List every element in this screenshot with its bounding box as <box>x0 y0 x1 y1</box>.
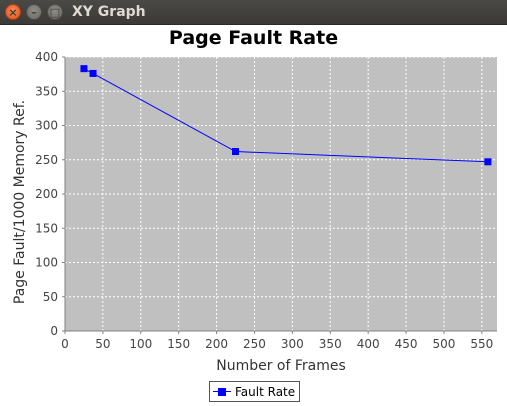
x-tick-label: 200 <box>205 337 228 351</box>
y-tick-label: 100 <box>35 256 58 270</box>
x-tick-label: 50 <box>95 337 110 351</box>
maximize-icon[interactable]: □ <box>47 4 63 20</box>
tick-labels: 0 50 100 150 200 250 300 350 400 450 500 550 0 50 100 1… <box>35 50 493 351</box>
window-titlebar[interactable]: × – □ XY Graph <box>0 0 507 25</box>
gridlines <box>65 56 497 331</box>
series-layer <box>80 65 492 166</box>
y-tick-label: 50 <box>43 290 58 304</box>
axes <box>62 56 497 334</box>
y-tick-label: 350 <box>35 84 58 98</box>
x-tick-label: 400 <box>357 337 380 351</box>
data-point-marker <box>80 65 88 73</box>
x-tick-label: 300 <box>281 337 304 351</box>
close-icon[interactable]: × <box>5 4 21 20</box>
x-tick-label: 0 <box>61 337 69 351</box>
y-tick-label: 0 <box>50 324 58 338</box>
series-line-fault-rate <box>83 68 488 163</box>
legend-label-fault-rate: Fault Rate <box>235 384 296 399</box>
y-axis-label: Page Fault/1000 Memory Ref. <box>12 100 28 304</box>
data-point-marker <box>89 69 97 77</box>
x-tick-label: 450 <box>395 337 418 351</box>
minimize-icon[interactable]: – <box>26 4 42 20</box>
x-tick-label: 350 <box>319 337 342 351</box>
chart-title: Page Fault Rate <box>168 27 339 49</box>
legend-swatch-icon <box>213 387 231 397</box>
x-axis-label: Number of Frames <box>216 358 346 374</box>
y-tick-label: 200 <box>35 187 58 201</box>
y-tick-label: 150 <box>35 221 58 235</box>
x-tick-label: 500 <box>432 337 455 351</box>
y-tick-label: 400 <box>35 50 58 64</box>
y-tick-label: 250 <box>35 153 58 167</box>
x-tick-label: 150 <box>167 337 190 351</box>
x-tick-label: 550 <box>470 337 493 351</box>
legend-marker <box>218 387 226 396</box>
window-title: XY Graph <box>72 4 146 20</box>
x-tick-label: 250 <box>243 337 266 351</box>
data-point-marker <box>232 148 240 156</box>
data-point-marker <box>484 158 492 166</box>
y-tick-label: 300 <box>35 119 58 133</box>
legend: Fault Rate <box>209 381 301 402</box>
x-tick-label: 100 <box>129 337 152 351</box>
